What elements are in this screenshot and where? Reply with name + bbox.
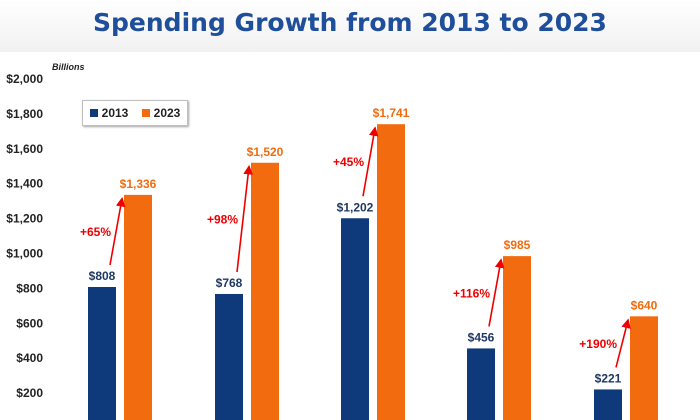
y-tick-label: $1,800 bbox=[6, 107, 43, 121]
bar-2023 bbox=[503, 256, 531, 420]
growth-label: +98% bbox=[207, 212, 238, 226]
y-tick-label: $800 bbox=[16, 281, 43, 295]
bar-2013 bbox=[341, 218, 369, 420]
bar-2023 bbox=[124, 194, 152, 420]
labels-group: $808 $1,336 +65% $768 $1,520 +98% $1,202 $1,741… bbox=[80, 106, 658, 385]
y-tick-label: $400 bbox=[16, 351, 43, 365]
legend-swatch-2013 bbox=[89, 109, 98, 117]
growth-arrow bbox=[362, 126, 379, 197]
legend: 2013 2023 bbox=[82, 100, 188, 126]
bars-group bbox=[88, 124, 658, 420]
y-tick-label: $1,000 bbox=[6, 247, 43, 261]
growth-label: +116% bbox=[453, 286, 490, 300]
bar-2013 bbox=[594, 389, 622, 420]
growth-label: +65% bbox=[80, 225, 111, 239]
data-label-2023: $1,741 bbox=[373, 106, 410, 120]
data-label-2013: $221 bbox=[595, 371, 622, 385]
chart-title: Spending Growth from 2013 to 2023 bbox=[93, 8, 607, 37]
bar-2023 bbox=[251, 162, 279, 420]
data-label-2013: $808 bbox=[89, 269, 116, 283]
growth-label: +190% bbox=[579, 337, 617, 351]
data-label-2013: $1,202 bbox=[337, 200, 374, 214]
y-tick-label: $600 bbox=[16, 316, 43, 330]
units-label: Billions bbox=[52, 62, 85, 72]
data-label-2023: $985 bbox=[504, 238, 531, 252]
legend-label-2023: 2023 bbox=[153, 106, 181, 120]
y-tick-label: $1,600 bbox=[6, 142, 43, 156]
bar-2013 bbox=[215, 293, 243, 420]
data-label-2023: $1,520 bbox=[247, 145, 284, 159]
y-tick-label: $2,000 bbox=[6, 72, 43, 86]
growth-arrow bbox=[109, 196, 126, 266]
growth-arrow bbox=[488, 258, 505, 327]
bar-2013 bbox=[467, 348, 495, 420]
y-tick-label: $200 bbox=[16, 386, 43, 400]
bar-2023 bbox=[630, 316, 658, 420]
data-label-2023: $1,336 bbox=[120, 177, 157, 191]
legend-item-2013: 2013 bbox=[89, 106, 129, 120]
legend-item-2023: 2023 bbox=[141, 106, 181, 120]
data-label-2023: $640 bbox=[631, 298, 658, 312]
growth-arrow bbox=[615, 318, 631, 368]
legend-label-2013: 2013 bbox=[101, 106, 129, 120]
growth-label: +45% bbox=[333, 155, 364, 169]
y-axis: $200 $400 $600 $800 $1,000 $1,200 $1,400 $1,600… bbox=[6, 72, 43, 400]
legend-swatch-2023 bbox=[141, 109, 150, 117]
bar-2013 bbox=[88, 287, 116, 420]
y-tick-label: $1,400 bbox=[6, 177, 43, 191]
growth-arrow bbox=[236, 164, 253, 273]
data-label-2013: $768 bbox=[216, 276, 243, 290]
y-tick-label: $1,200 bbox=[6, 212, 43, 226]
data-label-2013: $456 bbox=[468, 330, 495, 344]
bar-2023 bbox=[377, 124, 405, 420]
title-band bbox=[0, 0, 700, 52]
